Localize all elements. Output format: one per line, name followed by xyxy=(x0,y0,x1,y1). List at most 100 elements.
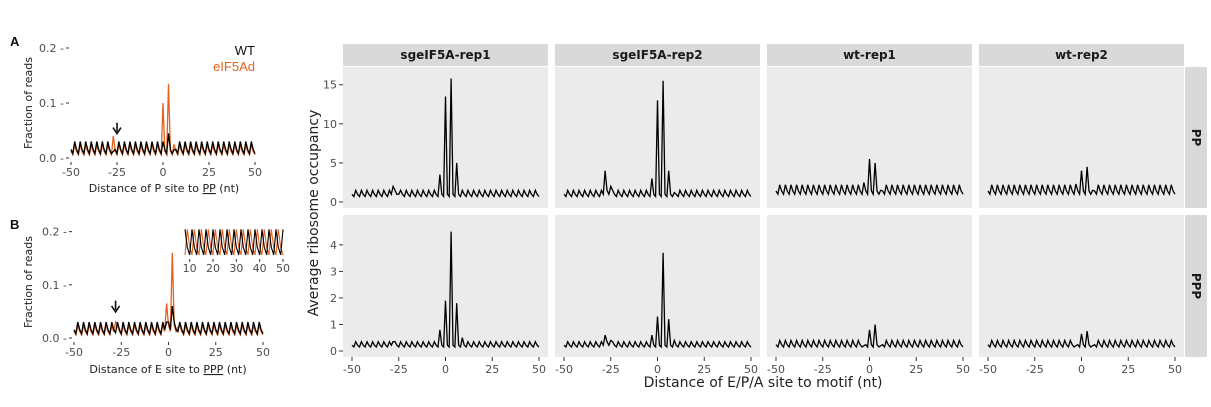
facet-xtick-label: 0 xyxy=(866,363,873,376)
facet-panel-PPP-sgeIF5A-rep2 xyxy=(555,215,760,357)
facet-panel-PP-sgeIF5A-rep2 xyxy=(555,67,760,208)
strip-wt-rep1 xyxy=(767,44,972,66)
facet-ytick-label: 5 xyxy=(330,157,337,170)
panel-b-xlabel: Distance of E site to PPP (nt) xyxy=(89,363,246,376)
facet-xtick-label: 50 xyxy=(956,363,970,376)
facet-strips: sgeIF5A-rep1 sgeIF5A-rep2 wt-rep1 wt-rep2 PP… xyxy=(343,44,1207,357)
facet-ytick-label: 3 xyxy=(330,265,337,278)
facet-line-PP-wt-rep2 xyxy=(987,166,1176,197)
facet-ytick-label: 15 xyxy=(323,79,337,92)
strip-label: sgeIF5A-rep1 xyxy=(400,48,490,62)
facet-ytick-label: 4 xyxy=(330,239,337,252)
facet-panel-PP-wt-rep2 xyxy=(979,67,1184,208)
facet-panels xyxy=(343,67,1184,357)
xtick-label: 25 xyxy=(202,166,216,179)
strip-sgeIF5A-rep1 xyxy=(343,44,548,66)
facet-panel-PPP-sgeIF5A-rep1 xyxy=(343,215,548,357)
facet-ylabel: Average ribosome occupancy xyxy=(306,110,322,317)
facet-line-PPP-sgeIF5A-rep2 xyxy=(563,252,752,349)
xtick-label: 50 xyxy=(248,166,262,179)
facet-xtick-label: -25 xyxy=(814,363,832,376)
inset-xtick-label: 30 xyxy=(229,262,243,275)
xtick-label: 50 xyxy=(256,346,270,359)
panel-b-lines xyxy=(73,252,264,337)
panel-letter-a: A xyxy=(10,34,20,49)
inset-xtick-label: 40 xyxy=(253,262,267,275)
strip-label: wt-rep2 xyxy=(1055,48,1108,62)
ytick-label: 0.2 - xyxy=(39,42,64,55)
strip-label: wt-rep1 xyxy=(843,48,896,62)
facet-panel-PPP-wt-rep2 xyxy=(979,215,1184,357)
facet-ytick-label: 2 xyxy=(330,292,337,305)
strip-row-PPP xyxy=(1185,215,1207,357)
facet-xtick-label: 50 xyxy=(532,363,546,376)
facet-line-PP-sgeIF5A-rep2 xyxy=(563,80,752,199)
facet-xtick-label: 25 xyxy=(1121,363,1135,376)
panel-b-yticks: 0.0 - 0.1 - 0.2 - xyxy=(42,226,72,345)
arrow-head xyxy=(112,127,122,136)
facet-xtick-label: 50 xyxy=(1168,363,1182,376)
facet-line-PPP-wt-rep1 xyxy=(775,324,964,349)
panel-b: B Fraction of reads 0.0 -0.1 -0.2 - -50-… xyxy=(10,217,290,376)
panel-b-inset: 10 20 30 40 50 xyxy=(183,229,290,275)
ytick-label: 0.1 - xyxy=(42,279,67,292)
inset-xtick-label: 10 xyxy=(183,262,197,275)
facet-xtick-label: 25 xyxy=(485,363,499,376)
legend-wt: WT xyxy=(235,43,255,58)
facet-xtick-label: -25 xyxy=(602,363,620,376)
facet-xtick-label: 0 xyxy=(654,363,661,376)
facet-panel-PP-wt-rep1 xyxy=(767,67,972,208)
facet-line-PP-wt-rep1 xyxy=(775,158,964,197)
legend-eif5ad: eIF5Ad xyxy=(213,59,255,74)
ytick-label: 0.0 - xyxy=(39,152,64,165)
facet-xtick-label: 50 xyxy=(744,363,758,376)
facet-line-PPP-wt-rep2 xyxy=(987,331,1176,349)
facet-xtick-label: 0 xyxy=(442,363,449,376)
facet-grid: sgeIF5A-rep1 sgeIF5A-rep2 wt-rep1 wt-rep2 PP… xyxy=(306,44,1207,391)
inset-xtick-label: 50 xyxy=(276,262,290,275)
strip-wt-rep2 xyxy=(979,44,1184,66)
facet-panel-PP-sgeIF5A-rep1 xyxy=(343,67,548,208)
facet-xlabel: Distance of E/P/A site to motif (nt) xyxy=(644,375,883,391)
panel-a-lines xyxy=(70,83,256,158)
panel-a-xlabel: Distance of P site to PP (nt) xyxy=(89,182,239,195)
inset-xtick-label: 20 xyxy=(206,262,220,275)
panel-a: A Fraction of reads 0.0 -0.1 -0.2 - -50-… xyxy=(10,34,262,195)
ytick-label: 0.0 - xyxy=(42,332,67,345)
xtick-label: -50 xyxy=(62,166,80,179)
facet-xtick-label: 25 xyxy=(909,363,923,376)
strip-sgeIF5A-rep2 xyxy=(555,44,760,66)
panel-a-arrow-icon xyxy=(112,122,122,136)
xtick-label: 0 xyxy=(160,166,167,179)
facet-ytick-label: 0 xyxy=(330,196,337,209)
facet-xtick-label: -50 xyxy=(555,363,573,376)
facet-xtick-label: -50 xyxy=(767,363,785,376)
series-line-wt xyxy=(73,306,264,336)
strip-label: sgeIF5A-rep2 xyxy=(612,48,702,62)
panel-a-ylabel: Fraction of reads xyxy=(22,57,35,149)
inset-line-wt xyxy=(184,229,284,256)
panel-letter-b: B xyxy=(10,217,19,232)
panel-b-ylabel: Fraction of reads xyxy=(22,236,35,328)
facet-xtick-label: -25 xyxy=(390,363,408,376)
facet-xtick-label: 0 xyxy=(1078,363,1085,376)
strip-row-label: PPP xyxy=(1189,273,1203,300)
facet-line-PP-sgeIF5A-rep1 xyxy=(351,78,540,199)
xtick-label: 0 xyxy=(165,346,172,359)
xtick-label: -25 xyxy=(108,166,126,179)
panel-a-yticks: 0.0 - 0.1 - 0.2 - xyxy=(39,42,69,165)
xtick-label: -25 xyxy=(112,346,130,359)
facet-ytick-label: 10 xyxy=(323,118,337,131)
ytick-label: 0.2 - xyxy=(42,226,67,239)
facet-axes: 0 5 10 15 0 1 2 3 4 -50 -25 0 25 50 -50 -25 0 25 50 -50 -25 0… xyxy=(323,79,1182,376)
strip-row-label: PP xyxy=(1189,129,1203,147)
panel-a-xticks: -50 -25 0 25 50 xyxy=(62,162,262,179)
series-line-wt xyxy=(70,133,256,157)
facet-line-PPP-sgeIF5A-rep1 xyxy=(351,231,540,349)
inset-line-eif5ad xyxy=(184,229,284,256)
facet-xtick-label: -50 xyxy=(979,363,997,376)
facet-ytick-label: 0 xyxy=(330,345,337,358)
facet-xtick-label: -25 xyxy=(1026,363,1044,376)
facet-xtick-label: -50 xyxy=(343,363,361,376)
